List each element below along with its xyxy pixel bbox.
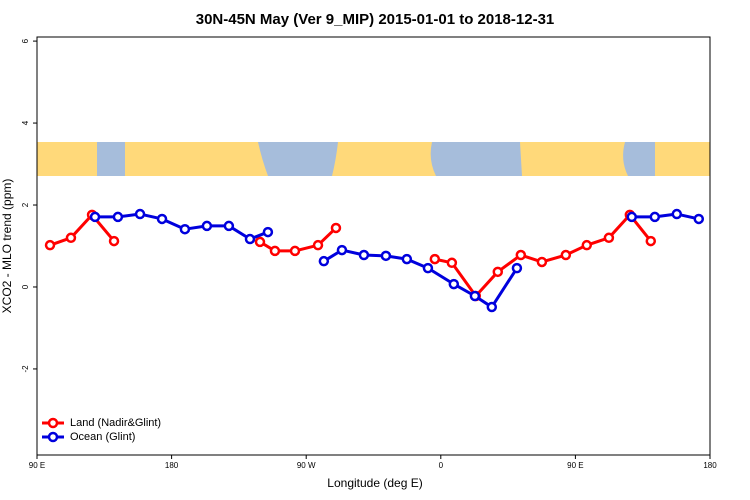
- point: [380, 250, 392, 262]
- map-land: [520, 142, 628, 176]
- point: [649, 211, 661, 223]
- chart-title: 30N-45N May (Ver 9_MIP) 2015-01-01 to 20…: [196, 11, 555, 28]
- point: [446, 257, 458, 269]
- map-strip: [37, 142, 710, 176]
- y-tick-label: 6: [21, 38, 30, 43]
- point: [318, 255, 330, 267]
- plot-frame: [36, 36, 711, 456]
- point: [515, 249, 527, 261]
- point: [626, 211, 638, 223]
- point: [536, 256, 548, 268]
- legend-label: Ocean (Glint): [70, 431, 135, 443]
- point: [336, 244, 348, 256]
- point: [422, 262, 434, 274]
- point: [560, 249, 572, 261]
- point: [201, 220, 213, 232]
- point: [289, 245, 301, 257]
- point: [312, 239, 324, 251]
- y-tick-label: 0: [21, 284, 30, 289]
- point: [156, 213, 168, 225]
- x-tick-label: 90 E: [567, 461, 583, 470]
- point: [486, 301, 498, 313]
- x-tick-label: 180: [703, 461, 717, 470]
- y-axis-label: XCO2 - MLO trend (ppm): [0, 179, 14, 314]
- point: [108, 235, 120, 247]
- point: [603, 232, 615, 244]
- map-land: [655, 142, 710, 176]
- point: [330, 222, 342, 234]
- y-tick-label: -2: [21, 365, 30, 373]
- point: [511, 262, 523, 274]
- x-axis-label: Longitude (deg E): [327, 476, 422, 490]
- x-tick-label: 0: [439, 461, 444, 470]
- point: [429, 253, 441, 265]
- legend-marker: [47, 431, 59, 443]
- x-tick-label: 180: [165, 461, 179, 470]
- point: [671, 208, 683, 220]
- point: [112, 211, 124, 223]
- point: [223, 220, 235, 232]
- point: [492, 266, 504, 278]
- legend-label: Land (Nadir&Glint): [70, 417, 161, 429]
- legend-marker: [47, 417, 59, 429]
- x-tick-label: 90 E: [29, 461, 45, 470]
- point: [358, 249, 370, 261]
- point: [269, 245, 281, 257]
- y-tick-label: 4: [21, 120, 30, 125]
- point: [179, 223, 191, 235]
- point: [693, 213, 705, 225]
- point: [134, 208, 146, 220]
- map-land: [332, 142, 436, 176]
- x-tick-label: 90 W: [297, 461, 316, 470]
- point: [581, 239, 593, 251]
- point: [89, 211, 101, 223]
- point: [244, 233, 256, 245]
- map-land: [125, 142, 268, 176]
- point: [262, 226, 274, 238]
- point: [469, 290, 481, 302]
- point: [254, 236, 266, 248]
- map-land: [37, 142, 97, 176]
- point: [401, 253, 413, 265]
- point: [44, 239, 56, 251]
- point: [448, 278, 460, 290]
- point: [645, 235, 657, 247]
- point: [65, 232, 77, 244]
- y-tick-label: 2: [21, 202, 30, 207]
